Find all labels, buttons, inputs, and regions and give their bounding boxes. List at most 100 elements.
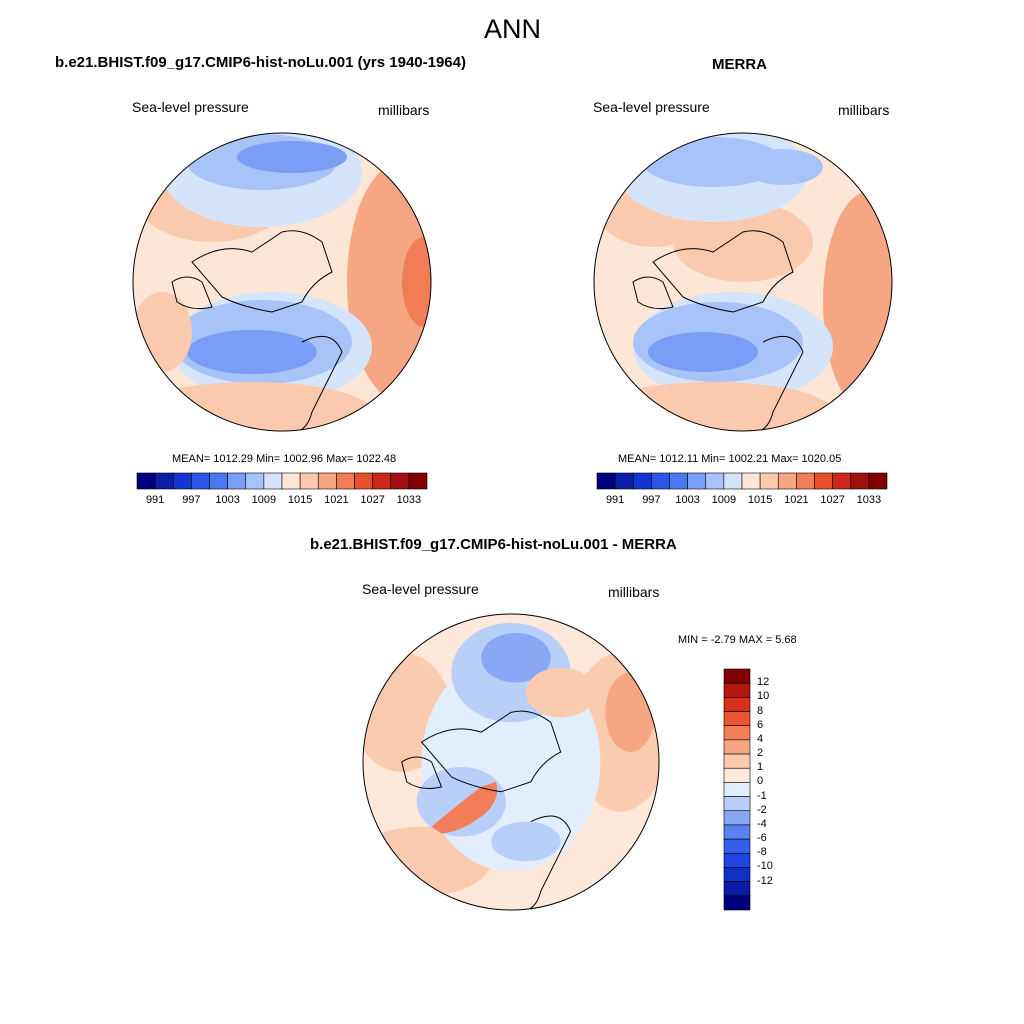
colorbar-tick-label: -4 [757,817,767,830]
colorbar-swatch [669,472,688,490]
colorbar-tick-label: 1009 [711,494,737,506]
colorbar-tick-label: 997 [642,494,661,506]
colorbar-tick-label: 4 [757,732,764,745]
panel-2-title: MERRA [712,56,767,73]
panel-2-stats: MEAN= 1012.11 Min= 1002.21 Max= 1020.05 [618,453,842,465]
colorbar-swatch [723,697,751,712]
colorbar-swatch [281,472,301,490]
colorbar-tick-label: 1 [757,761,764,774]
colorbar-swatch [354,472,373,490]
colorbar-swatch [263,472,283,490]
colorbar-swatch [317,472,337,490]
colorbar-tick-label: -6 [757,832,767,845]
colorbar-swatch [723,739,751,755]
colorbar-tick-label: 6 [757,718,764,731]
colorbar-swatch [723,472,743,490]
colorbar-swatch [814,472,833,490]
colorbar-swatch [868,472,888,490]
colorbar-swatch [832,472,852,490]
colorbar-swatch [209,472,228,490]
colorbar-swatch [154,472,174,490]
colorbar-swatch [723,725,751,741]
colorbar-swatch [723,824,751,840]
panel-1-units-label: millibars [378,102,430,118]
colorbar-swatch [723,895,751,911]
colorbar-tick-label: 1021 [784,494,809,506]
colorbar-tick-label: 1027 [360,494,385,506]
colorbar-swatch [796,472,815,490]
colorbar-swatch [723,782,751,797]
panel-1-stats: MEAN= 1012.29 Min= 1002.96 Max= 1022.48 [172,453,397,465]
colorbar-swatch [191,472,210,490]
colorbar-swatch [759,472,779,490]
colorbar-tick-label: -1 [757,789,767,802]
colorbar-swatch [632,472,652,490]
panel-1-colorbar [136,472,428,490]
panel-3-variable-label: Sea-level pressure [362,581,479,597]
colorbar-tick-label: 8 [757,704,764,717]
colorbar-swatch [227,472,247,490]
panel-3-title: b.e21.BHIST.f09_g17.CMIP6-hist-noLu.001 … [310,536,677,553]
colorbar-tick-label: 1003 [675,494,700,506]
colorbar-swatch [299,472,319,490]
colorbar-tick-label: 991 [605,494,625,506]
colorbar-swatch [245,472,265,490]
colorbar-tick-label: 1027 [820,494,845,506]
colorbar-tick-label: 1033 [856,494,882,506]
panel-1-variable-label: Sea-level pressure [132,99,249,115]
panel-1-colorbar-ticks: 991 997 1003 1009 1015 1021 1027 1033 [137,494,427,508]
panel-2-units-label: millibars [838,102,890,118]
colorbar-swatch [723,881,751,897]
colorbar-tick-label: 1003 [215,494,240,506]
panel-3-units-label: millibars [608,584,660,600]
colorbar-swatch [336,472,355,490]
panel-3-colorbar [723,668,751,911]
colorbar-swatch [723,711,751,727]
colorbar-tick-label: 0 [757,775,764,788]
colorbar-tick-label: -8 [757,846,767,859]
colorbar-tick-label: 1021 [324,494,349,506]
colorbar-swatch [723,767,751,783]
colorbar-tick-label: 12 [757,676,770,689]
colorbar-swatch [614,472,634,490]
panel-3-colorbar-ticks: 12 10 8 6 4 2 1 0 -1 -2 -4 -6 -8 -10 -12 [757,669,797,910]
panel-2-colorbar [596,472,888,490]
colorbar-swatch [723,682,751,698]
colorbar-tick-label: 1009 [251,494,277,506]
colorbar-swatch [705,472,725,490]
colorbar-swatch [723,838,751,854]
panel-1-polar-map [132,132,432,432]
panel-2-polar-map [593,132,893,432]
colorbar-swatch [136,472,156,490]
colorbar-swatch [723,810,751,826]
colorbar-swatch [741,472,761,490]
colorbar-swatch [596,472,616,490]
colorbar-swatch [723,753,751,769]
colorbar-swatch [850,472,870,490]
colorbar-tick-label: 1033 [396,494,422,506]
colorbar-tick-label: -2 [757,803,767,816]
colorbar-swatch [651,472,670,490]
colorbar-swatch [723,796,751,812]
colorbar-tick-label: -12 [757,874,773,887]
colorbar-swatch [372,472,392,490]
colorbar-tick-label: 1015 [287,494,313,506]
colorbar-swatch [777,472,797,490]
colorbar-tick-label: 991 [145,494,165,506]
panel-2-colorbar-ticks: 991 997 1003 1009 1015 1021 1027 1033 [597,494,887,508]
colorbar-tick-label: 997 [182,494,201,506]
panel-3-stats: MIN = -2.79 MAX = 5.68 [678,634,797,646]
panel-1-title: b.e21.BHIST.f09_g17.CMIP6-hist-noLu.001 … [55,54,466,71]
colorbar-swatch [687,472,707,490]
page-title: ANN [484,14,542,44]
colorbar-swatch [408,472,428,490]
colorbar-swatch [172,472,192,490]
colorbar-tick-label: 10 [757,690,770,703]
colorbar-swatch [390,472,410,490]
panel-3-polar-map [362,613,660,911]
panel-2-variable-label: Sea-level pressure [593,99,710,115]
colorbar-swatch [723,668,751,684]
colorbar-swatch [723,852,751,868]
colorbar-tick-label: -10 [757,860,773,873]
colorbar-tick-label: 2 [757,747,764,760]
